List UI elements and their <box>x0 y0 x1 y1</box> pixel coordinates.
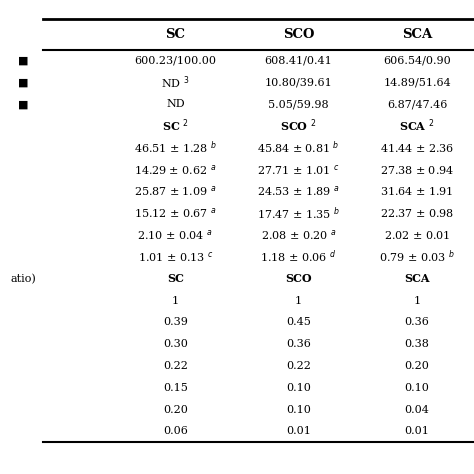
Text: 606.54/0.90: 606.54/0.90 <box>383 55 451 66</box>
Text: 0.38: 0.38 <box>405 339 429 349</box>
Text: 0.04: 0.04 <box>405 404 429 415</box>
Text: 0.20: 0.20 <box>405 361 429 371</box>
Text: 0.36: 0.36 <box>286 339 311 349</box>
Text: SCA: SCA <box>402 28 432 41</box>
Text: 0.10: 0.10 <box>286 404 311 415</box>
Text: 1: 1 <box>413 295 421 306</box>
Text: 14.89/51.64: 14.89/51.64 <box>383 77 451 88</box>
Text: 5.05/59.98: 5.05/59.98 <box>268 99 329 109</box>
Text: 6.87/47.46: 6.87/47.46 <box>387 99 447 109</box>
Text: ■: ■ <box>18 99 29 109</box>
Text: 0.10: 0.10 <box>405 383 429 393</box>
Text: 1.18 $\pm$ 0.06 $^d$: 1.18 $\pm$ 0.06 $^d$ <box>260 248 337 265</box>
Text: 0.22: 0.22 <box>163 361 188 371</box>
Text: ND $^3$: ND $^3$ <box>161 74 190 91</box>
Text: 0.06: 0.06 <box>163 426 188 437</box>
Text: 0.30: 0.30 <box>163 339 188 349</box>
Text: 0.45: 0.45 <box>286 317 311 328</box>
Text: 2.10 $\pm$ 0.04 $^a$: 2.10 $\pm$ 0.04 $^a$ <box>137 228 213 242</box>
Text: 25.87 $\pm$ 1.09 $^a$: 25.87 $\pm$ 1.09 $^a$ <box>134 184 217 199</box>
Text: 0.39: 0.39 <box>163 317 188 328</box>
Text: 0.10: 0.10 <box>286 383 311 393</box>
Text: atio): atio) <box>11 273 36 284</box>
Text: SC $^2$: SC $^2$ <box>162 118 189 135</box>
Text: 1.01 $\pm$ 0.13 $^c$: 1.01 $\pm$ 0.13 $^c$ <box>137 250 213 264</box>
Text: 14.29 $\pm$ 0.62 $^a$: 14.29 $\pm$ 0.62 $^a$ <box>134 163 217 177</box>
Text: 10.80/39.61: 10.80/39.61 <box>265 77 332 88</box>
Text: SCA: SCA <box>404 273 430 284</box>
Text: 41.44 $\pm$ 2.36: 41.44 $\pm$ 2.36 <box>380 142 454 154</box>
Text: 2.02 $\pm$ 0.01: 2.02 $\pm$ 0.01 <box>384 229 450 241</box>
Text: 0.15: 0.15 <box>163 383 188 393</box>
Text: 27.71 $\pm$ 1.01 $^c$: 27.71 $\pm$ 1.01 $^c$ <box>257 163 340 177</box>
Text: 27.38 $\pm$ 0.94: 27.38 $\pm$ 0.94 <box>380 164 454 176</box>
Text: ■: ■ <box>18 77 29 88</box>
Text: 0.22: 0.22 <box>286 361 311 371</box>
Text: 0.79 $\pm$ 0.03 $^b$: 0.79 $\pm$ 0.03 $^b$ <box>379 248 455 265</box>
Text: 0.20: 0.20 <box>163 404 188 415</box>
Text: SCA $^2$: SCA $^2$ <box>399 118 435 135</box>
Text: SC: SC <box>165 28 185 41</box>
Text: 45.84 $\pm$ 0.81 $^b$: 45.84 $\pm$ 0.81 $^b$ <box>257 139 340 156</box>
Text: 31.64 $\pm$ 1.91: 31.64 $\pm$ 1.91 <box>380 185 454 198</box>
Text: 1: 1 <box>172 295 179 306</box>
Text: 1: 1 <box>295 295 302 306</box>
Text: ND: ND <box>166 99 185 109</box>
Text: SCO $^2$: SCO $^2$ <box>280 118 317 135</box>
Text: 46.51 $\pm$ 1.28 $^b$: 46.51 $\pm$ 1.28 $^b$ <box>134 139 217 156</box>
Text: 17.47 $\pm$ 1.35 $^b$: 17.47 $\pm$ 1.35 $^b$ <box>257 205 340 222</box>
Text: 0.01: 0.01 <box>405 426 429 437</box>
Text: 2.08 $\pm$ 0.20 $^a$: 2.08 $\pm$ 0.20 $^a$ <box>261 228 337 242</box>
Text: SCO: SCO <box>285 273 312 284</box>
Text: SCO: SCO <box>283 28 314 41</box>
Text: 15.12 $\pm$ 0.67 $^a$: 15.12 $\pm$ 0.67 $^a$ <box>134 206 217 220</box>
Text: 600.23/100.00: 600.23/100.00 <box>135 55 216 66</box>
Text: SC: SC <box>167 273 184 284</box>
Text: 0.01: 0.01 <box>286 426 311 437</box>
Text: 24.53 $\pm$ 1.89 $^a$: 24.53 $\pm$ 1.89 $^a$ <box>257 184 340 199</box>
Text: 0.36: 0.36 <box>405 317 429 328</box>
Text: 22.37 $\pm$ 0.98: 22.37 $\pm$ 0.98 <box>380 207 454 219</box>
Text: ■: ■ <box>18 55 29 66</box>
Text: 608.41/0.41: 608.41/0.41 <box>265 55 332 66</box>
